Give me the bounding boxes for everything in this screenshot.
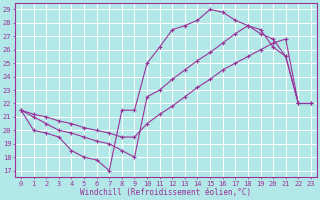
X-axis label: Windchill (Refroidissement éolien,°C): Windchill (Refroidissement éolien,°C) xyxy=(80,188,252,197)
